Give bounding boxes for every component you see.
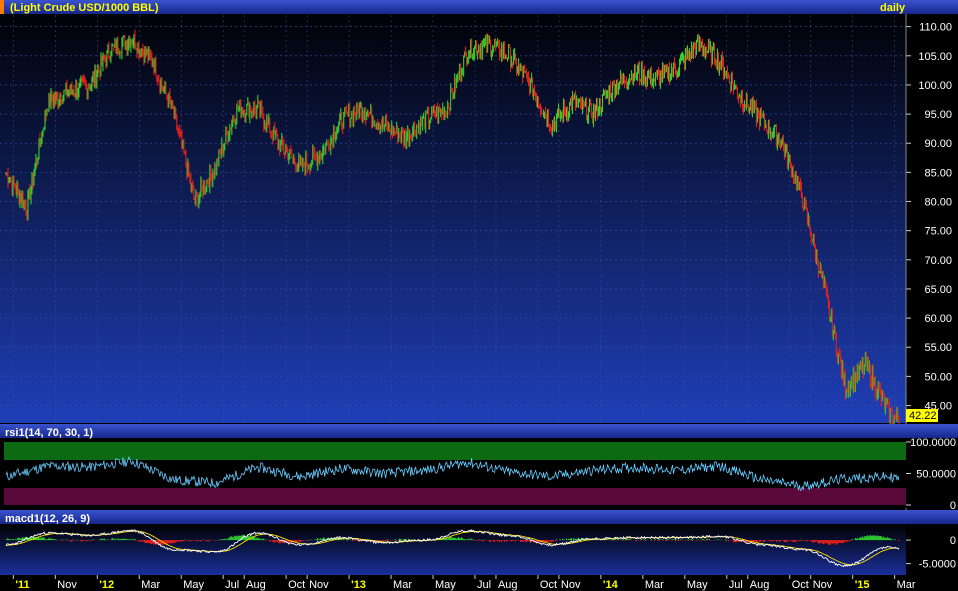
- price-tick-label: 65.00: [924, 284, 952, 296]
- x-month-label: Mar: [393, 579, 412, 591]
- price-tick-label: 85.00: [924, 167, 952, 179]
- x-month-label: Jul: [477, 579, 491, 591]
- price-tick-label: 90.00: [924, 138, 952, 150]
- macd-header-bar: [0, 510, 958, 524]
- x-month-label: Nov: [309, 579, 329, 591]
- price-series: [5, 29, 900, 428]
- rsi-series: 100.0000 50.0000 0: [5, 437, 956, 512]
- x-month-label: Nov: [561, 579, 581, 591]
- rsi-oversold-zone: [4, 488, 906, 505]
- x-year-label: '12: [99, 579, 114, 591]
- x-month-label: Mar: [141, 579, 160, 591]
- last-price-label: 42.22: [909, 410, 937, 422]
- macd-tick-label: -5.0000: [919, 559, 956, 571]
- macd-line: [5, 528, 900, 568]
- rsi-line: [5, 455, 900, 491]
- price-header-bar: [0, 0, 958, 14]
- price-grid: [0, 15, 906, 423]
- price-tick-label: 60.00: [924, 313, 952, 325]
- header-marker: [0, 0, 4, 14]
- price-tick-label: 50.00: [924, 371, 952, 383]
- x-year-label: '13: [351, 579, 366, 591]
- price-tick-label: 70.00: [924, 255, 952, 267]
- price-tick-label: 55.00: [924, 342, 952, 354]
- x-month-label: Oct: [540, 579, 557, 591]
- price-panel-title: (Light Crude USD/1000 BBL): [10, 2, 159, 14]
- rsi-panel-title: rsi1(14, 70, 30, 1): [5, 427, 93, 439]
- price-panel-bg: [0, 0, 906, 423]
- price-tick-label: 105.00: [918, 51, 952, 63]
- rsi-overbought-zone: [4, 442, 906, 460]
- x-month-label: Mar: [897, 579, 916, 591]
- macd-axis-bg: [906, 524, 958, 575]
- x-year-label: '11: [15, 579, 29, 591]
- x-axis: '11 Nov '12 Mar May Jul Aug Oct Nov '13 Mar May Jul A…: [12, 575, 916, 591]
- rsi-axis-bg: [906, 438, 958, 508]
- x-month-label: May: [435, 579, 456, 591]
- price-tick-label: 75.00: [924, 226, 952, 238]
- x-month-label: Jul: [729, 579, 743, 591]
- macd-panel-title: macd1(12, 26, 9): [5, 513, 90, 525]
- rsi-tick-label: 0: [950, 500, 956, 512]
- price-tick-label: 100.00: [918, 80, 952, 92]
- macd-signal-line: [5, 530, 899, 566]
- price-axis-bg: [906, 0, 958, 423]
- x-month-label: Nov: [57, 579, 77, 591]
- rsi-tick-label: 50.0000: [916, 469, 956, 481]
- x-month-label: Aug: [498, 579, 518, 591]
- x-month-label: May: [687, 579, 708, 591]
- price-tick-label: 95.00: [924, 109, 952, 121]
- rsi-tick-label: 100.0000: [910, 437, 956, 449]
- x-month-label: Aug: [750, 579, 770, 591]
- x-year-label: '15: [855, 579, 870, 591]
- rsi-header-bar: [0, 424, 958, 438]
- macd-tick-label: 0: [950, 535, 956, 547]
- x-axis-bg: [0, 575, 958, 591]
- period-label: daily: [880, 2, 906, 14]
- x-month-label: Nov: [813, 579, 833, 591]
- x-year-label: '14: [603, 579, 619, 591]
- x-month-label: Jul: [225, 579, 239, 591]
- price-tick-label: 110.00: [919, 22, 952, 34]
- last-price-badge: [906, 409, 938, 422]
- x-month-label: Mar: [645, 579, 664, 591]
- x-month-label: May: [183, 579, 204, 591]
- price-tick-label: 80.00: [924, 197, 952, 209]
- macd-series: 0 -5.0000: [5, 528, 956, 571]
- x-month-label: Oct: [792, 579, 809, 591]
- x-month-label: Aug: [246, 579, 266, 591]
- x-month-label: Oct: [288, 579, 305, 591]
